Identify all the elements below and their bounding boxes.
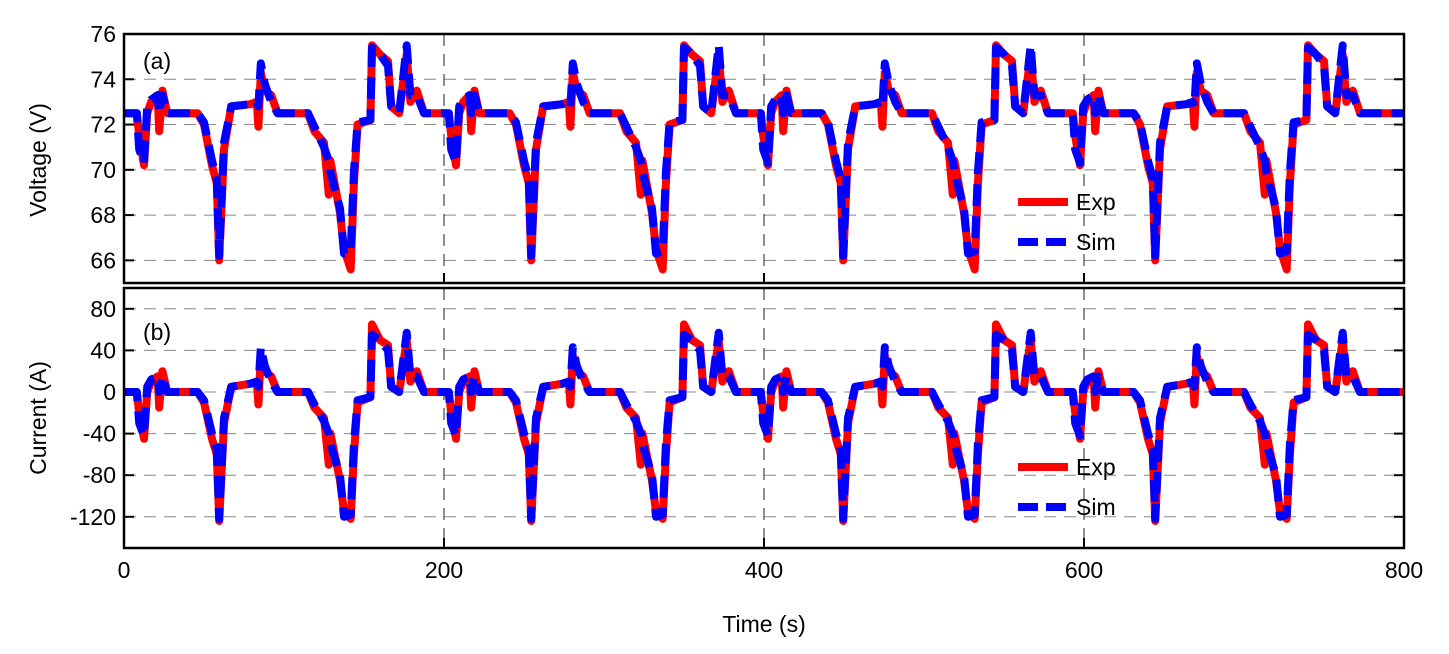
axes-frame xyxy=(122,32,1406,285)
legend-label-exp: Exp xyxy=(1076,189,1116,215)
y-tick-label: 74 xyxy=(90,66,116,92)
y-tick-label: 76 xyxy=(90,21,116,47)
x-tick-label: 0 xyxy=(118,557,131,583)
y-tick-label: 0 xyxy=(103,379,116,405)
panel-label-a: (a) xyxy=(143,48,171,74)
y-tick-label: 40 xyxy=(90,337,116,363)
x-tick-label: 200 xyxy=(425,557,463,583)
legend-label-exp: Exp xyxy=(1076,454,1116,480)
y-tick-label: 80 xyxy=(90,296,116,322)
y-tick-label: 70 xyxy=(90,157,116,183)
x-tick-label: 600 xyxy=(1065,557,1103,583)
y-tick-label: -40 xyxy=(83,421,116,447)
series-line-sim xyxy=(124,41,1404,260)
y-tick-label: 68 xyxy=(90,202,116,228)
y-axis-label-voltage: Voltage (V) xyxy=(25,103,51,217)
legend-label-sim: Sim xyxy=(1076,229,1116,255)
x-axis-label: Time (s) xyxy=(722,611,805,637)
y-tick-label: 66 xyxy=(90,247,116,273)
panel-label-b: (b) xyxy=(143,319,171,345)
y-tick-label: -80 xyxy=(83,462,116,488)
panel-b: -120 -80 -40 0 40 80 Exp Sim 0 200 400 600 800 xyxy=(70,286,1423,583)
legend-label-sim: Sim xyxy=(1076,494,1116,520)
x-tick-label: 800 xyxy=(1385,557,1423,583)
panel-a: 66 68 70 72 74 76 Exp Sim xyxy=(90,21,1406,285)
y-tick-label: 72 xyxy=(90,112,116,138)
series-line-sim xyxy=(124,328,1404,523)
y-tick-label: -120 xyxy=(70,504,116,530)
y-axis-label-current: Current (A) xyxy=(25,361,51,475)
axes-frame xyxy=(122,286,1406,550)
x-tick-label: 400 xyxy=(745,557,783,583)
